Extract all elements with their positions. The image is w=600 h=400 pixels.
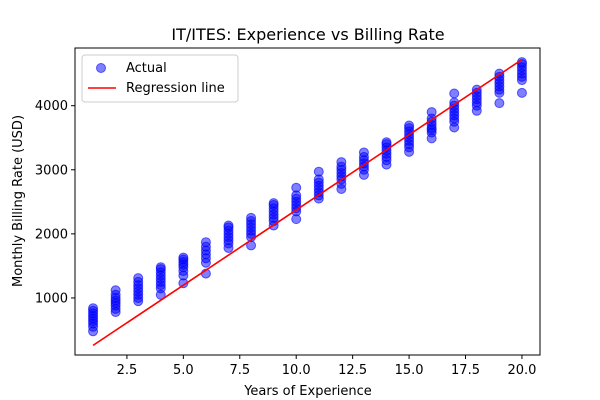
data-point <box>313 166 324 177</box>
data-point <box>426 107 437 118</box>
data-point <box>88 303 99 314</box>
legend-box <box>81 54 239 103</box>
data-point <box>404 120 415 131</box>
x-tick-label: 5.0 <box>173 363 194 378</box>
legend-label-regression: Regression line <box>126 81 225 96</box>
x-axis: 2.5 5.0 7.5 10.0 12.5 15.0 17.5 20.0 <box>117 355 536 378</box>
x-tick-label: 2.5 <box>117 363 138 378</box>
data-point <box>381 137 392 148</box>
data-point <box>268 198 279 209</box>
data-point <box>336 157 347 168</box>
legend-marker-actual <box>96 63 106 73</box>
data-point <box>494 98 505 109</box>
data-point <box>155 262 166 273</box>
data-point <box>178 252 189 263</box>
regression-line <box>92 58 523 347</box>
x-tick-label: 12.5 <box>338 363 367 378</box>
y-tick-label: 2000 <box>35 227 68 242</box>
x-tick-label: 20.0 <box>507 363 536 378</box>
x-axis-label: Years of Experience <box>243 384 372 399</box>
data-point <box>223 220 234 231</box>
plot-frame <box>74 47 541 356</box>
legend: Actual Regression line <box>81 54 239 103</box>
x-tick-label: 15.0 <box>395 363 424 378</box>
legend-label-actual: Actual <box>126 61 167 76</box>
y-axis: 1000 2000 3000 4000 <box>35 99 75 306</box>
y-tick-label: 1000 <box>35 291 68 306</box>
y-axis-label: Monthly Billing Rate (USD) <box>11 115 26 287</box>
x-tick-label: 17.5 <box>451 363 480 378</box>
data-point <box>246 212 257 223</box>
data-point <box>200 237 211 248</box>
data-point <box>291 182 302 193</box>
data-point <box>358 147 369 158</box>
plot-area <box>74 47 541 356</box>
data-point <box>133 273 144 284</box>
scatter-points <box>88 57 527 337</box>
regression-line-layer <box>92 58 523 347</box>
y-tick-label: 4000 <box>35 99 68 114</box>
x-tick-label: 10.0 <box>282 363 311 378</box>
data-point <box>110 285 121 296</box>
y-tick-label: 3000 <box>35 163 68 178</box>
x-tick-label: 7.5 <box>229 363 250 378</box>
data-point <box>449 88 460 99</box>
data-point <box>516 87 527 98</box>
chart-title: IT/ITES: Experience vs Billing Rate <box>171 25 444 44</box>
